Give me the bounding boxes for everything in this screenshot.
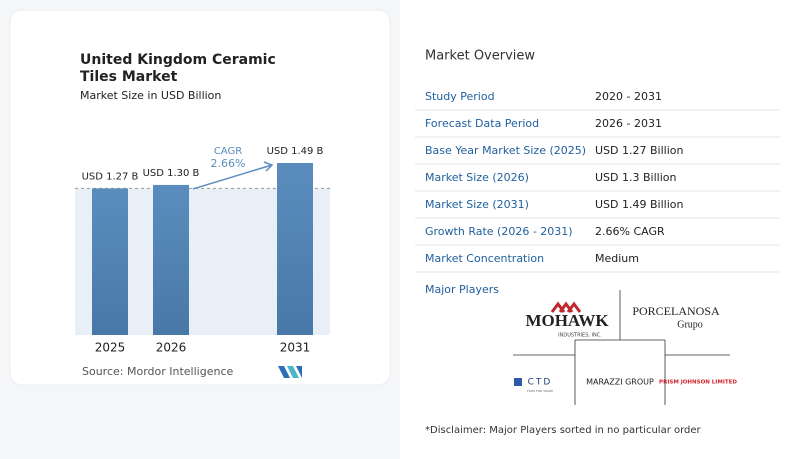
annotation: 2.66% xyxy=(211,157,246,170)
row-label: Growth Rate (2026 - 2031) xyxy=(425,225,573,238)
logo-grid xyxy=(513,290,730,405)
chart-subtitle: Market Size in USD Billion xyxy=(80,89,222,102)
source-logo xyxy=(278,366,302,378)
row-label: Forecast Data Period xyxy=(425,117,539,130)
logo-ctd-sub: TILES FOR TRADE xyxy=(526,389,553,393)
row-value: USD 1.49 Billion xyxy=(595,198,683,211)
x-tick-label: 2025 xyxy=(95,341,126,355)
logo-marazzi: MARAZZI GROUP xyxy=(586,378,654,387)
row-value: Medium xyxy=(595,252,639,265)
x-tick-label: 2026 xyxy=(156,341,187,355)
logo-mohawk: MOHAWK xyxy=(525,311,609,330)
bar xyxy=(153,184,189,335)
row-label: Market Concentration xyxy=(425,252,544,265)
value-label: USD 1.30 B xyxy=(143,168,200,179)
logo-mohawk-sub: INDUSTRIES, INC. xyxy=(558,333,602,339)
value-label: USD 1.27 B xyxy=(82,171,139,182)
chart-title: United Kingdom Ceramic Tiles Market xyxy=(80,52,276,85)
row-label: Study Period xyxy=(425,90,495,103)
bar xyxy=(277,163,313,335)
row-label: Market Size (2031) xyxy=(425,198,529,211)
row-value: USD 1.3 Billion xyxy=(595,171,676,184)
logo-porcelanosa: PORCELANOSA xyxy=(632,304,720,318)
row-value: 2.66% CAGR xyxy=(595,225,665,238)
row-value: 2020 - 2031 xyxy=(595,90,662,103)
cagr-arrow xyxy=(192,161,274,190)
right-panel xyxy=(400,0,800,459)
logo-ctd-icon xyxy=(514,378,522,386)
row-value: 2026 - 2031 xyxy=(595,117,662,130)
x-tick-label: 2031 xyxy=(280,341,311,355)
logo-porcelanosa-sub: Grupo xyxy=(677,319,703,330)
bar xyxy=(92,188,128,335)
mohawk-icon xyxy=(550,301,582,313)
disclaimer: *Disclaimer: Major Players sorted in no … xyxy=(425,425,702,436)
overview-title: Market Overview xyxy=(425,49,535,64)
source: Source: Mordor Intelligence xyxy=(82,365,233,378)
row-label: Base Year Market Size (2025) xyxy=(425,144,586,157)
players-title: Major Players xyxy=(425,283,499,296)
logo-prism: PRISM JOHNSON LIMITED xyxy=(659,380,737,386)
logo-ctd: CTD xyxy=(528,378,553,388)
value-label: USD 1.49 B xyxy=(267,146,324,157)
row-label: Market Size (2026) xyxy=(425,171,529,184)
annotation: CAGR xyxy=(214,146,242,157)
row-value: USD 1.27 Billion xyxy=(595,144,683,157)
